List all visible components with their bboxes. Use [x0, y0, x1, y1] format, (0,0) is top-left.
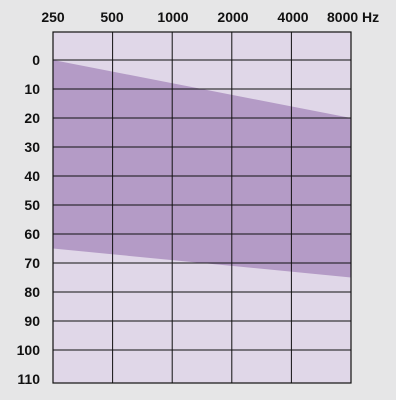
- y-tick-label: 20: [24, 110, 40, 126]
- y-tick-label: 100: [17, 342, 41, 358]
- y-tick-label: 110: [17, 371, 40, 387]
- x-tick-label: 500: [100, 9, 124, 25]
- y-tick-label: 40: [24, 168, 40, 184]
- x-tick-label: 2000: [217, 9, 248, 25]
- plot-frame: [52, 31, 352, 384]
- y-tick-label: 0: [32, 52, 40, 68]
- y-tick-label: 70: [24, 255, 40, 271]
- y-tick-label: 90: [24, 313, 40, 329]
- x-tick-label: 250: [41, 9, 65, 25]
- y-tick-label: 80: [24, 284, 40, 300]
- y-tick-label: 60: [24, 226, 40, 242]
- y-tick-label: 10: [24, 81, 40, 97]
- y-tick-label: 30: [24, 139, 40, 155]
- hearing-range-band: [53, 60, 351, 278]
- x-tick-label: 4000: [277, 9, 308, 25]
- x-tick-label: 1000: [157, 9, 188, 25]
- x-tick-label: 8000 Hz: [327, 9, 379, 25]
- y-tick-label: 50: [24, 197, 40, 213]
